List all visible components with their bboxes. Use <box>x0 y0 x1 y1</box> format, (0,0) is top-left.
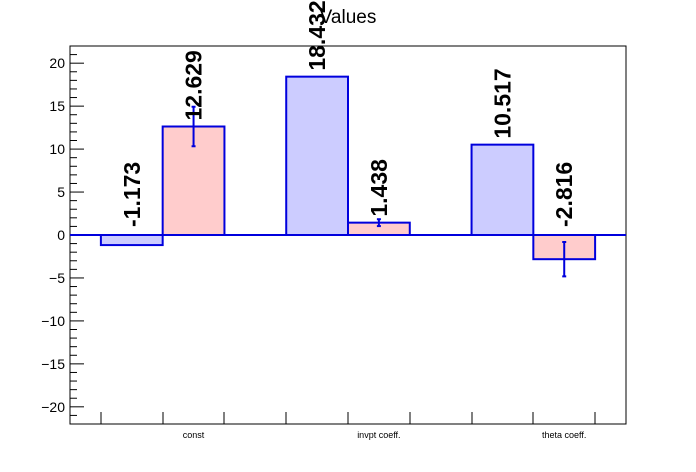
bar <box>285 75 350 237</box>
bar <box>470 143 535 237</box>
y-tick-label: −5 <box>49 270 65 286</box>
y-tick-label: −10 <box>41 313 65 329</box>
x-category-label: const <box>183 430 205 440</box>
data-label: 18.432 <box>304 0 330 70</box>
data-label: -2.816 <box>551 162 577 227</box>
data-labels: -1.173 18.432 10.517 12.629 1.438 -2.816 <box>119 0 577 227</box>
data-label: 10.517 <box>489 68 515 138</box>
y-tick-label: 20 <box>49 55 65 71</box>
bar <box>99 234 164 247</box>
data-label: 12.629 <box>181 50 207 120</box>
y-tick-label: 15 <box>49 98 65 114</box>
x-category-label: invpt coeff. <box>357 430 400 440</box>
y-tick-label: 10 <box>49 141 65 157</box>
bars <box>99 75 597 278</box>
data-label: -1.173 <box>119 162 145 227</box>
y-tick-label: 0 <box>57 227 65 243</box>
y-tick-label: −15 <box>41 356 65 372</box>
data-label: 1.438 <box>366 159 392 217</box>
y-tick-label: −20 <box>41 399 65 415</box>
chart-title: Values <box>320 7 377 28</box>
x-category-label: theta coeff. <box>542 430 586 440</box>
y-tick-label: 5 <box>57 184 65 200</box>
